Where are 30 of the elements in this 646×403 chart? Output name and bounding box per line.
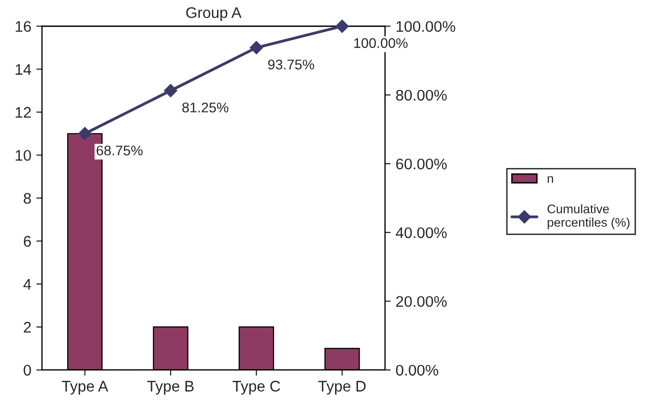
y2-tick-label: 20.00% (396, 296, 447, 307)
point (78, 127, 92, 140)
legend-label: n (548, 176, 554, 183)
data-label: 100.00% (354, 38, 408, 48)
y-tick-label: 0 (24, 364, 31, 376)
y-tick-label: 4 (23, 279, 32, 290)
y-tick-label: 2 (24, 322, 31, 333)
x-tick-label: Type D (318, 380, 366, 395)
y-tick-label: 12 (16, 107, 31, 118)
data-label: 68.75% (96, 146, 143, 156)
legend-label: Cumulative percentiles (%) (548, 204, 630, 230)
y-tick-label: 6 (24, 236, 31, 247)
chart-title: Group A (186, 7, 242, 22)
x-tick-label: Type C (232, 380, 280, 395)
point (250, 41, 263, 54)
y-tick-label: 10 (16, 150, 31, 161)
point (164, 84, 178, 98)
y2-tick-label: 60.00% (396, 158, 447, 170)
y2-tick-label: 0.00% (396, 364, 438, 376)
y2-tick-label: 100.00% (396, 21, 456, 32)
y-tick-label: 14 (16, 64, 32, 75)
x-tick-label: Type B (147, 380, 194, 395)
y-tick-label: 16 (16, 21, 31, 32)
data-label: 81.25% (182, 102, 228, 112)
point (336, 20, 349, 33)
y-tick-label: 8 (24, 192, 31, 204)
x-tick-label: Type A (62, 380, 108, 395)
y2-tick-label: 40.00% (396, 227, 447, 238)
y2-tick-label: 80.00% (396, 90, 447, 101)
data-label: 93.75% (268, 60, 314, 70)
